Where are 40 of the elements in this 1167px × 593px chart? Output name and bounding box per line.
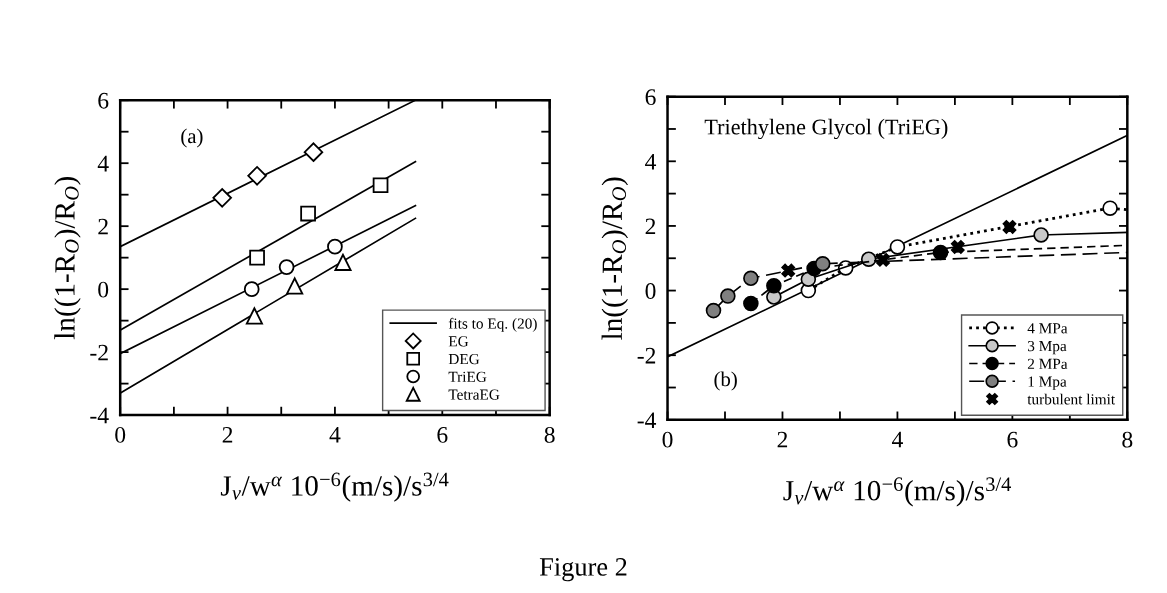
y-tick-label: -4 <box>90 407 109 424</box>
annotation: (b) <box>714 371 737 391</box>
legend-label: 3 Mpa <box>1027 340 1067 355</box>
caption: Figure 2 <box>539 558 627 582</box>
legend-label: EG <box>448 336 469 347</box>
y-tick-label: 6 <box>645 89 656 106</box>
y-axis-title: ln((1-R$_{O}$)/R$_{O}$) <box>601 177 629 340</box>
x-tick-label: 6 <box>437 426 448 443</box>
legend-label: 2 MPa <box>1027 358 1068 369</box>
y-tick-label: 0 <box>98 281 109 298</box>
x-axis-title: J$_{v}$/w$^{α}$ 10$^{−6}$(m/s)/s$^{3/4}$ <box>220 472 449 502</box>
y-tick-label: -2 <box>90 344 108 361</box>
legend-label: TriEG <box>448 371 487 383</box>
y-tick-label: 6 <box>98 92 109 109</box>
y-axis-title: ln((1-R$_{O}$)/R$_{O}$) <box>54 176 81 340</box>
legend-label: DEG <box>448 353 480 365</box>
x-tick-label: 6 <box>1007 431 1018 448</box>
x-tick-label: 8 <box>1122 431 1133 448</box>
y-tick-label: 2 <box>98 218 108 235</box>
y-tick-label: 0 <box>645 283 656 299</box>
legend-label: 1 Mpa <box>1028 376 1067 390</box>
x-tick-label: 4 <box>329 427 341 443</box>
legend-label: turbulent limit <box>1027 393 1116 405</box>
legend-label: fits to Eq. (20) <box>448 317 537 332</box>
y-tick-label: 4 <box>645 153 657 170</box>
y-tick-label: -2 <box>637 347 656 364</box>
x-axis-title: J$_{v}$/w$^{α}$ 10$^{−6}$(m/s)/s$^{3/4}$ <box>783 477 1012 507</box>
x-tick-label: 0 <box>662 431 673 448</box>
x-tick-label: 8 <box>544 426 555 443</box>
y-tick-label: 2 <box>645 218 656 235</box>
legend-label: TetraEG <box>448 389 500 400</box>
annotation: (a) <box>181 128 203 148</box>
y-tick-label: 4 <box>97 155 109 172</box>
legend-label: 4 MPa <box>1027 323 1068 334</box>
x-tick-label: 4 <box>891 431 903 448</box>
x-tick-label: 0 <box>115 426 126 443</box>
x-tick-label: 2 <box>222 426 233 443</box>
y-tick-label: -4 <box>637 412 657 429</box>
annotation: Triethylene Glycol (TriEG) <box>704 118 948 140</box>
x-tick-label: 2 <box>777 431 788 448</box>
